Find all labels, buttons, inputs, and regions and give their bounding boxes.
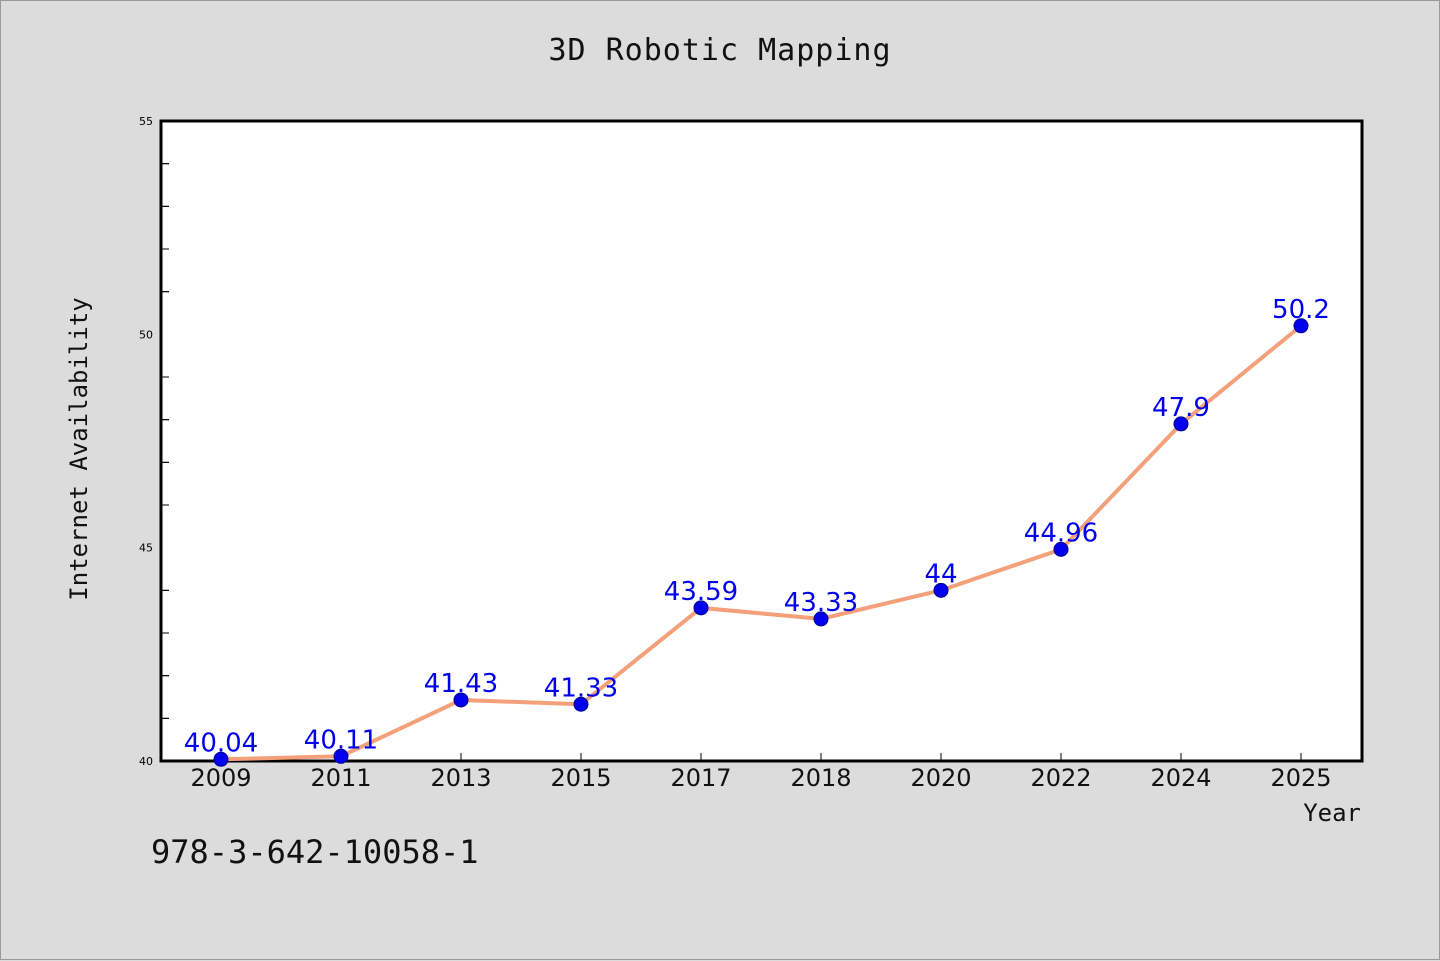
data-point: [213, 751, 229, 767]
data-label: 44.96: [1024, 518, 1098, 548]
plot-area: [159, 119, 1364, 763]
x-axis-title: Year: [1303, 799, 1361, 827]
data-label: 44: [924, 559, 957, 589]
data-point: [573, 696, 589, 712]
x-tick-label: 2015: [550, 764, 611, 792]
x-tick-label: 2009: [190, 764, 251, 792]
data-point: [933, 582, 949, 598]
data-point: [453, 692, 469, 708]
y-tick-label: 40: [139, 755, 153, 768]
x-tick-label: 2011: [310, 764, 371, 792]
data-label: 41.43: [424, 669, 498, 699]
data-label: 40.11: [304, 725, 378, 755]
x-tick-label: 2018: [790, 764, 851, 792]
data-point: [813, 611, 829, 627]
data-label: 43.33: [784, 588, 858, 618]
data-point: [1173, 416, 1189, 432]
data-point: [693, 600, 709, 616]
series-line: [220, 324, 1303, 762]
y-axis-title: Internet Availability: [65, 297, 93, 600]
x-tick-label: 2020: [910, 764, 971, 792]
x-tick-label: 2013: [430, 764, 491, 792]
x-tick-label: 2017: [670, 764, 731, 792]
footer-code: 978-3-642-10058-1: [151, 833, 479, 871]
data-label: 40.04: [184, 728, 258, 758]
y-tick-label: 55: [139, 115, 153, 128]
x-tick-label: 2024: [1150, 764, 1211, 792]
y-tick-label: 50: [139, 328, 153, 341]
chart-title: 3D Robotic Mapping: [548, 33, 892, 68]
y-tick-label: 45: [139, 542, 153, 555]
data-label: 43.59: [664, 577, 738, 607]
series-group: 40.04 40.11 41.43 41.33 43.59 43.33 44 44.96 47.…: [184, 295, 1330, 767]
x-tick-label: 2025: [1270, 764, 1331, 792]
data-point: [333, 748, 349, 764]
data-label: 41.33: [544, 673, 618, 703]
x-tick-label: 2022: [1030, 764, 1091, 792]
y-axis-ticks: 40 45 50 55: [139, 115, 169, 768]
data-label: 47.9: [1152, 393, 1210, 423]
data-point: [1293, 318, 1309, 334]
x-axis-ticks: 2009 2011 2013 2015 2017 2018 2020 2022 2024 2025: [190, 753, 1332, 792]
data-label: 50.2: [1272, 295, 1330, 325]
data-point: [1053, 541, 1069, 557]
